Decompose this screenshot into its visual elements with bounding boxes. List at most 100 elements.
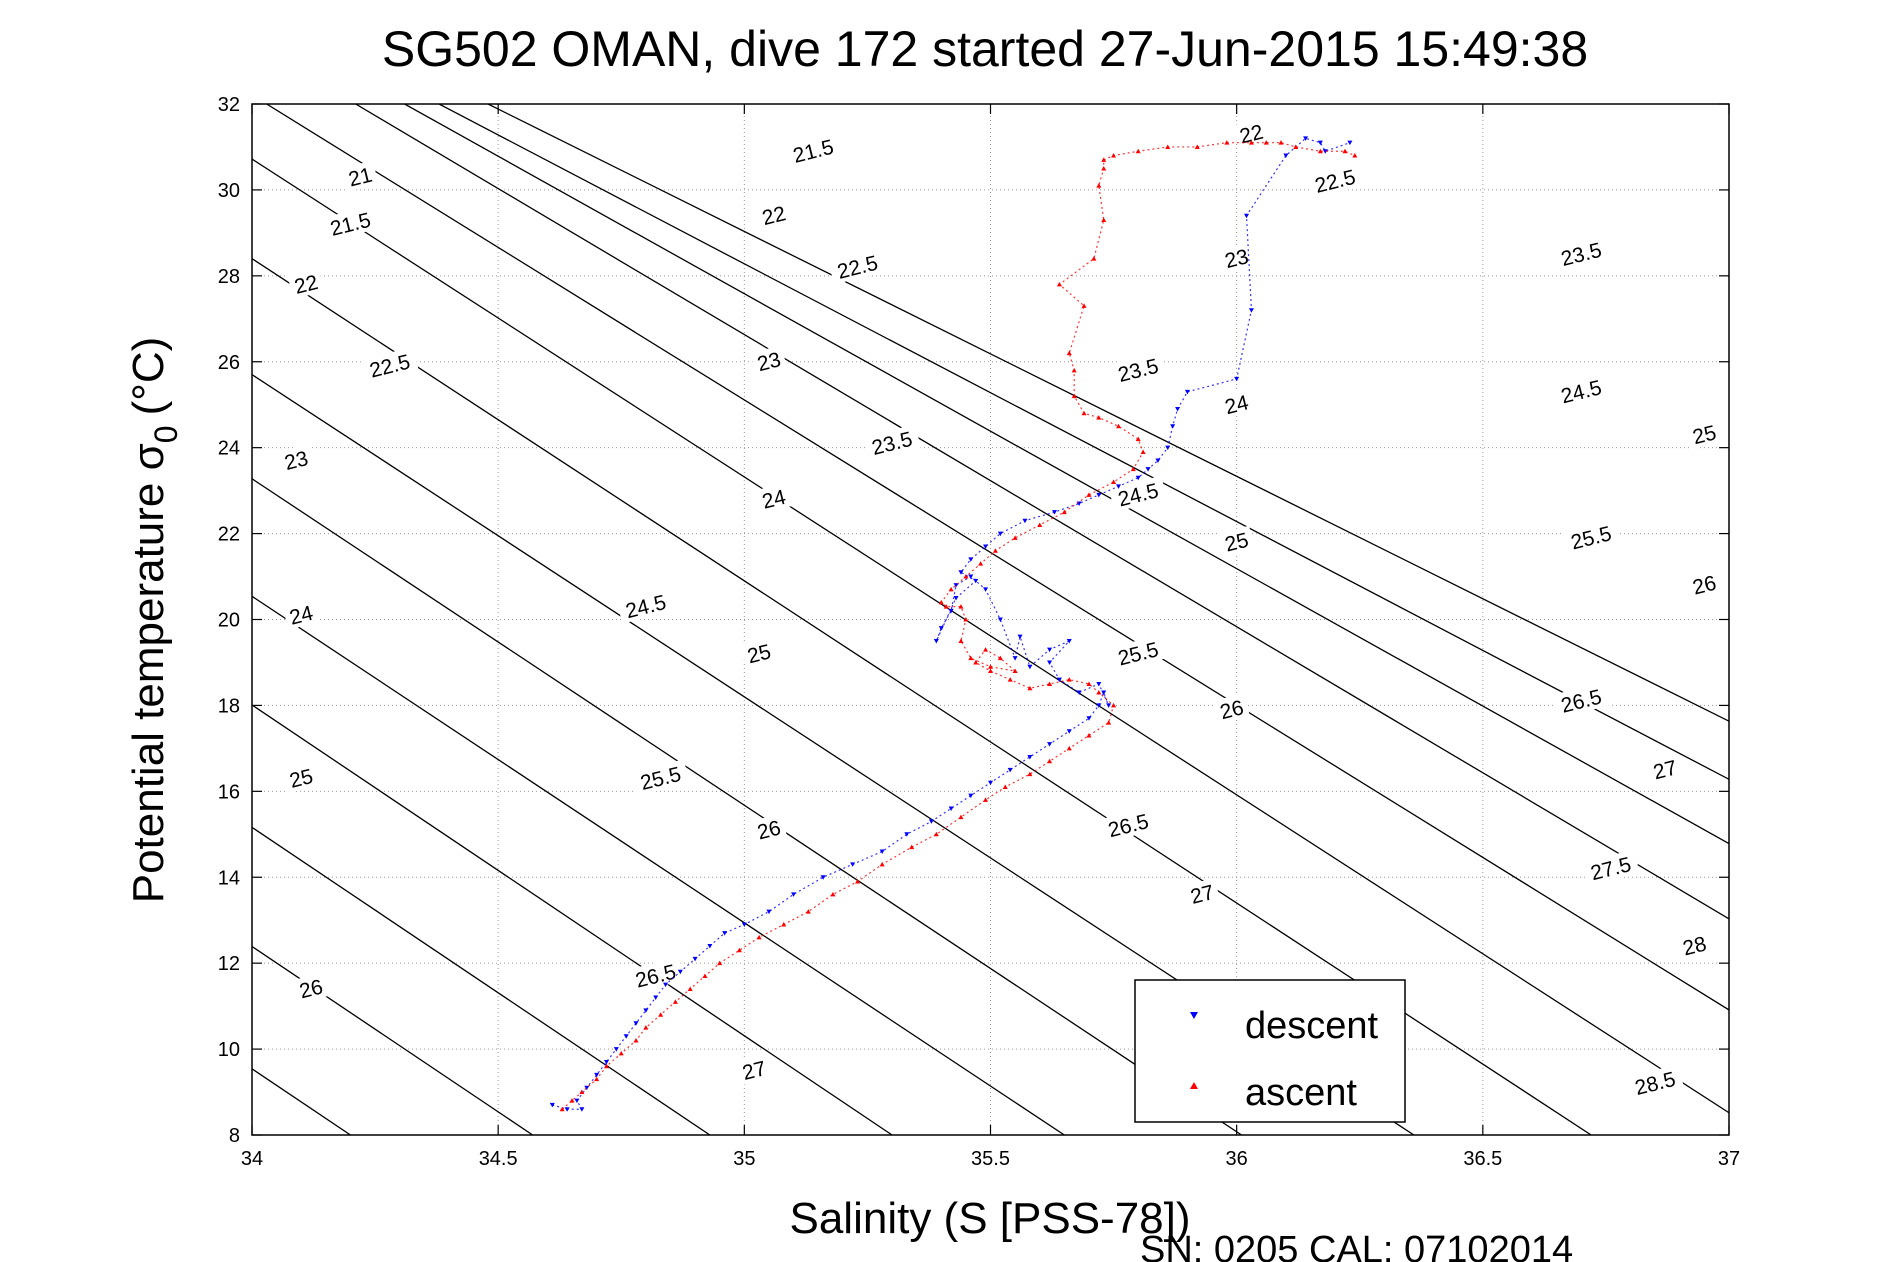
point-ascent <box>1086 492 1092 497</box>
point-descent <box>879 849 885 854</box>
contour-label-bg <box>1675 929 1713 961</box>
contour-label-bg <box>1183 877 1221 909</box>
contour-label-text: 26 <box>1218 696 1246 724</box>
y-tick-label: 18 <box>218 695 240 717</box>
point-descent <box>594 1072 600 1078</box>
x-tick-label: 37 <box>1718 1148 1740 1170</box>
contour-label-bg <box>1581 849 1640 886</box>
point-ascent <box>1027 685 1033 691</box>
point-descent <box>1017 634 1023 640</box>
point-ascent <box>1061 509 1067 515</box>
contour-label-26: 26 <box>1213 693 1250 725</box>
contour-label-bg <box>1685 418 1723 450</box>
data-series <box>549 136 1358 1112</box>
contour-label-bg <box>321 205 380 242</box>
point-descent <box>1347 140 1353 146</box>
contour-label-bg <box>740 637 778 669</box>
contour-label-21: 21 <box>341 160 379 192</box>
point-descent <box>1165 445 1171 451</box>
contour-label-bg <box>341 160 379 192</box>
contour-label-text: 22 <box>292 271 320 299</box>
footer-serial-cal: SN: 0205 CAL: 07102014 <box>1140 1229 1573 1262</box>
point-descent <box>1066 638 1072 644</box>
contour-label-25: 25 <box>1685 418 1723 450</box>
x-tick-label: 35.5 <box>971 1148 1010 1170</box>
contour-label-bg <box>1217 525 1255 557</box>
legend-label-descent: descent <box>1245 1005 1379 1047</box>
contour-label-text: 24 <box>287 602 316 630</box>
contour-label-text: 24 <box>1223 391 1252 419</box>
contour-label-bg <box>755 199 793 231</box>
density-contour-26.5 <box>266 104 1729 1011</box>
contour-label-bg <box>277 444 315 476</box>
y-tick-label: 28 <box>218 266 240 288</box>
point-descent <box>933 638 939 644</box>
contour-label-bg <box>750 813 788 845</box>
contour-label-27: 27 <box>1183 877 1221 909</box>
contour-label-24: 24 <box>1217 388 1255 420</box>
contour-label-26: 26 <box>292 972 330 1004</box>
contour-label-bg <box>1625 1064 1685 1101</box>
point-ascent <box>1135 436 1141 442</box>
contour-label-text: 27 <box>1651 756 1679 784</box>
legend-label-ascent: ascent <box>1245 1072 1357 1114</box>
contour-label-28: 28 <box>1675 929 1713 961</box>
contour-label-25: 25 <box>282 761 320 793</box>
series-ascent <box>559 140 1358 1112</box>
y-tick-label: 26 <box>218 352 240 374</box>
point-descent <box>1283 153 1289 159</box>
point-descent <box>1303 136 1309 141</box>
point-ascent <box>968 655 974 661</box>
point-descent <box>1106 703 1112 708</box>
density-contour-23 <box>252 826 711 1135</box>
y-tick-label: 32 <box>218 94 240 116</box>
legend-box <box>1134 979 1406 1123</box>
contour-label-text: 23 <box>1223 245 1251 273</box>
point-ascent <box>1081 303 1087 308</box>
y-tick-label: 22 <box>218 524 240 546</box>
y-axis-label-unit: (°C) <box>124 337 173 416</box>
point-ascent <box>1096 415 1102 420</box>
point-ascent <box>1101 217 1107 222</box>
point-descent <box>820 875 826 880</box>
contour-label-text: 26 <box>1690 572 1718 600</box>
point-descent <box>1175 407 1181 412</box>
point-ascent <box>1027 771 1033 777</box>
contour-label-text: 25 <box>745 640 773 668</box>
contour-label-bg <box>1561 518 1621 556</box>
contour-label-22: 22 <box>755 199 793 231</box>
point-descent <box>1096 703 1102 708</box>
point-descent <box>904 832 910 837</box>
contour-label-text: 28 <box>1681 932 1709 960</box>
point-descent <box>1101 690 1107 696</box>
contour-label-bg <box>1213 693 1250 725</box>
contour-label-bg <box>1305 162 1364 199</box>
legend-marker-ascent <box>1190 1082 1198 1089</box>
point-ascent <box>943 604 949 609</box>
contour-label-bg <box>282 761 320 793</box>
contour-label-bg <box>1108 475 1168 513</box>
point-descent <box>938 626 944 631</box>
contour-label-bg <box>862 424 921 461</box>
series-descent <box>549 136 1353 1112</box>
x-tick-label: 34 <box>241 1148 263 1170</box>
density-contour-22.5 <box>252 945 533 1135</box>
contour-label-text: 25 <box>287 765 315 793</box>
contour-label-24.5: 24.5 <box>1551 372 1611 410</box>
y-axis-label-main: Potential temperature σ <box>124 443 173 903</box>
contour-label-text: 24 <box>760 486 789 514</box>
point-ascent <box>1012 535 1018 540</box>
contour-label-bg <box>1217 242 1255 274</box>
contour-label-24: 24 <box>282 598 320 630</box>
legend-marker-descent <box>1190 1012 1198 1019</box>
point-descent <box>1317 140 1323 146</box>
density-contours <box>252 104 1729 1135</box>
density-contour-27 <box>355 104 1729 920</box>
contour-label-bg <box>735 1054 773 1086</box>
point-descent <box>633 1021 639 1026</box>
point-ascent <box>1224 140 1230 145</box>
contour-label-bg <box>1646 753 1684 785</box>
contour-label-text: 26 <box>755 816 783 844</box>
contour-label-text: 23 <box>755 348 783 376</box>
